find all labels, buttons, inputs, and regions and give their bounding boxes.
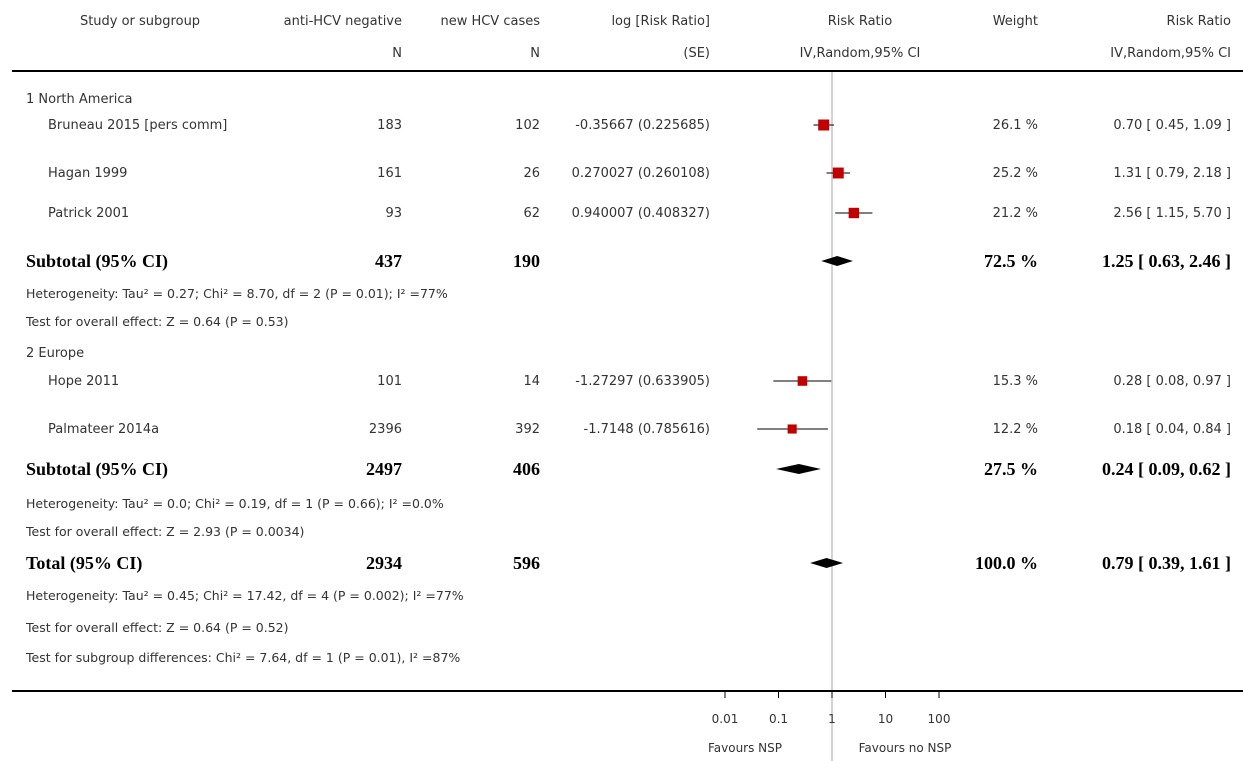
- subtotal-weight: 27.5 %: [984, 459, 1038, 479]
- favours-left-label: Favours NSP: [707, 741, 783, 755]
- header-exp-label: anti-HCV negative: [283, 14, 402, 29]
- total-n1: 2934: [366, 553, 402, 573]
- study-name: Patrick 2001: [48, 206, 130, 221]
- header-ctl-label: new HCV cases: [440, 14, 540, 29]
- subtotal-weight: 72.5 %: [984, 251, 1038, 271]
- study-logrr: 0.270027 (0.260108): [571, 166, 710, 181]
- header-rr2-method: IV,Random,95% CI: [1110, 46, 1231, 61]
- study-name: Bruneau 2015 [pers comm]: [48, 118, 228, 133]
- total-weight: 100.0 %: [975, 553, 1038, 573]
- header-rr2: Risk Ratio: [1166, 14, 1231, 29]
- subtotal-ci: 0.24 [ 0.09, 0.62 ]: [1102, 459, 1231, 479]
- favours-right-label: Favours no NSP: [858, 741, 952, 755]
- study-marker: [848, 207, 860, 219]
- study-n1: 101: [377, 374, 402, 389]
- study-name: Palmateer 2014a: [48, 422, 160, 437]
- pooled-diamond: [821, 256, 853, 266]
- study-weight: 12.2 %: [992, 422, 1038, 437]
- header-study: Study or subgroup: [79, 14, 201, 29]
- header-logrr-se: (SE): [683, 46, 710, 61]
- subtotal-n2: 406: [513, 459, 540, 479]
- overall-effect-text: Test for overall effect: Z = 0.64 (P = 0…: [26, 314, 289, 329]
- subtotal-n1: 2497: [366, 459, 402, 479]
- x-axis-tick-label: 0.1: [769, 712, 788, 726]
- header-rr: Risk Ratio: [827, 14, 893, 29]
- overall-effect-text: Test for overall effect: Z = 2.93 (P = 0…: [26, 524, 305, 539]
- pooled-diamond: [810, 558, 844, 568]
- x-axis-tick-label: 10: [878, 712, 893, 726]
- study-marker: [797, 376, 808, 386]
- subtotal-ci: 1.25 [ 0.63, 2.46 ]: [1102, 251, 1231, 271]
- study-name: Hagan 1999: [48, 166, 128, 181]
- study-logrr: -1.27297 (0.633905): [575, 374, 710, 389]
- study-weight: 26.1 %: [992, 118, 1038, 133]
- study-n1: 93: [385, 206, 402, 221]
- subgroup-differences-text: Test for subgroup differences: Chi² = 7.…: [26, 650, 461, 665]
- study-n2: 102: [515, 118, 540, 133]
- study-marker: [787, 424, 797, 434]
- study-n2: 26: [523, 166, 540, 181]
- total-overall-effect-text: Test for overall effect: Z = 0.64 (P = 0…: [26, 620, 289, 635]
- study-n2: 14: [523, 374, 540, 389]
- total-label: Total (95% CI): [26, 553, 143, 573]
- group-title-europe: 2 Europe: [26, 346, 85, 361]
- study-ci: 0.70 [ 0.45, 1.09 ]: [1113, 118, 1231, 133]
- x-axis-tick-label: 0.01: [712, 712, 739, 726]
- footer-rule-right: [937, 690, 1243, 692]
- footer-rule-left: [12, 690, 725, 692]
- x-axis-tick-label: 100: [928, 712, 951, 726]
- x-axis-tick-label: 1: [828, 712, 836, 726]
- subtotal-label: Subtotal (95% CI): [26, 459, 169, 479]
- header-weight: Weight: [992, 14, 1038, 29]
- study-marker: [832, 167, 844, 179]
- total-ci: 0.79 [ 0.39, 1.61 ]: [1102, 553, 1231, 573]
- study-n1: 2396: [368, 422, 402, 437]
- study-n2: 392: [515, 422, 540, 437]
- study-marker: [818, 119, 830, 131]
- heterogeneity-text: Heterogeneity: Tau² = 0.0; Chi² = 0.19, …: [26, 496, 444, 511]
- study-ci: 1.31 [ 0.79, 2.18 ]: [1113, 166, 1231, 181]
- study-logrr: -0.35667 (0.225685): [575, 118, 710, 133]
- group-title-north-america: 1 North America: [26, 92, 133, 107]
- total-heterogeneity-text: Heterogeneity: Tau² = 0.45; Chi² = 17.42…: [26, 588, 464, 603]
- study-weight: 15.3 %: [992, 374, 1038, 389]
- study-ci: 0.18 [ 0.04, 0.84 ]: [1113, 422, 1231, 437]
- subtotal-n2: 190: [513, 251, 540, 271]
- study-n2: 62: [523, 206, 540, 221]
- study-n1: 161: [377, 166, 402, 181]
- heterogeneity-text: Heterogeneity: Tau² = 0.27; Chi² = 8.70,…: [26, 286, 448, 301]
- study-name: Hope 2011: [48, 374, 120, 389]
- study-n1: 183: [377, 118, 402, 133]
- study-weight: 25.2 %: [992, 166, 1038, 181]
- header-logrr: log [Risk Ratio]: [611, 14, 710, 29]
- header-rr-method: IV,Random,95% CI: [799, 46, 921, 61]
- study-ci: 0.28 [ 0.08, 0.97 ]: [1113, 374, 1231, 389]
- header-rule: [12, 70, 1243, 72]
- subtotal-n1: 437: [375, 251, 402, 271]
- study-weight: 21.2 %: [992, 206, 1038, 221]
- study-logrr: 0.940007 (0.408327): [571, 206, 710, 221]
- total-n2: 596: [513, 553, 540, 573]
- header-ctl-n: N: [530, 46, 540, 61]
- subtotal-label: Subtotal (95% CI): [26, 251, 169, 271]
- header-exp-n: N: [392, 46, 402, 61]
- pooled-diamond: [776, 464, 821, 474]
- study-logrr: -1.7148 (0.785616): [583, 422, 710, 437]
- study-ci: 2.56 [ 1.15, 5.70 ]: [1113, 206, 1231, 221]
